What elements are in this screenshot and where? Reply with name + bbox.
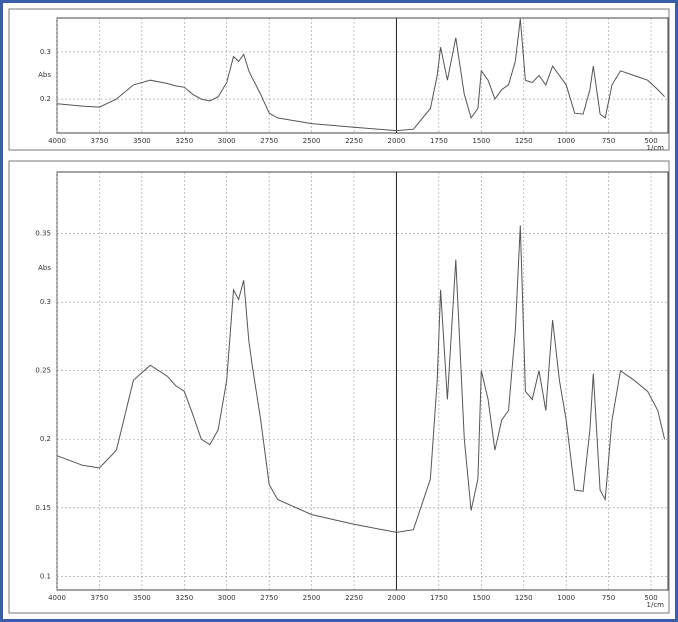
y-tick-label: 0.2 bbox=[40, 435, 51, 443]
x-tick-label: 1750 bbox=[430, 137, 448, 145]
x-axis-label: 1/cm bbox=[647, 601, 665, 609]
x-tick-label: 2750 bbox=[260, 137, 278, 145]
spectrum-line bbox=[56, 225, 666, 533]
x-tick-label: 500 bbox=[644, 594, 657, 602]
x-tick-label: 750 bbox=[602, 137, 615, 145]
x-tick-label: 2250 bbox=[345, 594, 363, 602]
y-tick-label: 0.2 bbox=[40, 95, 51, 103]
y-tick-label: 0.3 bbox=[40, 48, 51, 56]
x-tick-label: 4000 bbox=[48, 594, 66, 602]
x-tick-label: 3000 bbox=[218, 594, 236, 602]
x-tick-label: 1000 bbox=[557, 137, 575, 145]
x-tick-label: 1750 bbox=[430, 594, 448, 602]
x-tick-label: 3500 bbox=[133, 137, 151, 145]
y-axis-label: Abs bbox=[38, 264, 51, 272]
panel bbox=[8, 8, 670, 151]
y-tick-label: 0.35 bbox=[35, 230, 51, 238]
x-tick-label: 3750 bbox=[91, 594, 109, 602]
x-tick-label: 2500 bbox=[303, 137, 321, 145]
x-tick-label: 2500 bbox=[303, 594, 321, 602]
x-tick-label: 1000 bbox=[557, 594, 575, 602]
x-tick-label: 2000 bbox=[388, 137, 406, 145]
x-tick-label: 3250 bbox=[175, 594, 193, 602]
x-tick-label: 1500 bbox=[472, 137, 490, 145]
x-tick-label: 2750 bbox=[260, 594, 278, 602]
y-tick-label: 0.3 bbox=[40, 298, 51, 306]
y-tick-label: 0.25 bbox=[35, 367, 51, 375]
x-tick-label: 3250 bbox=[175, 137, 193, 145]
x-tick-label: 1250 bbox=[515, 137, 533, 145]
x-tick-label: 1500 bbox=[472, 594, 490, 602]
x-tick-label: 3500 bbox=[133, 594, 151, 602]
spectrum-line bbox=[56, 18, 665, 132]
x-tick-label: 750 bbox=[602, 594, 615, 602]
x-tick-label: 3750 bbox=[91, 137, 109, 145]
x-tick-label: 2250 bbox=[345, 137, 363, 145]
x-tick-label: 500 bbox=[644, 137, 657, 145]
x-tick-label: 4000 bbox=[48, 137, 66, 145]
y-axis-label: Abs bbox=[38, 71, 51, 79]
x-tick-label: 2000 bbox=[388, 594, 406, 602]
x-tick-label: 3000 bbox=[218, 137, 236, 145]
y-tick-label: 0.1 bbox=[40, 572, 51, 580]
panel bbox=[8, 160, 670, 614]
x-axis-label: 1/cm bbox=[647, 144, 665, 152]
x-tick-label: 1250 bbox=[515, 594, 533, 602]
y-tick-label: 0.15 bbox=[35, 504, 51, 512]
chart: 4000 3750 3500 3250 3000 2750 2500 2250 2000 1750… bbox=[8, 8, 670, 614]
